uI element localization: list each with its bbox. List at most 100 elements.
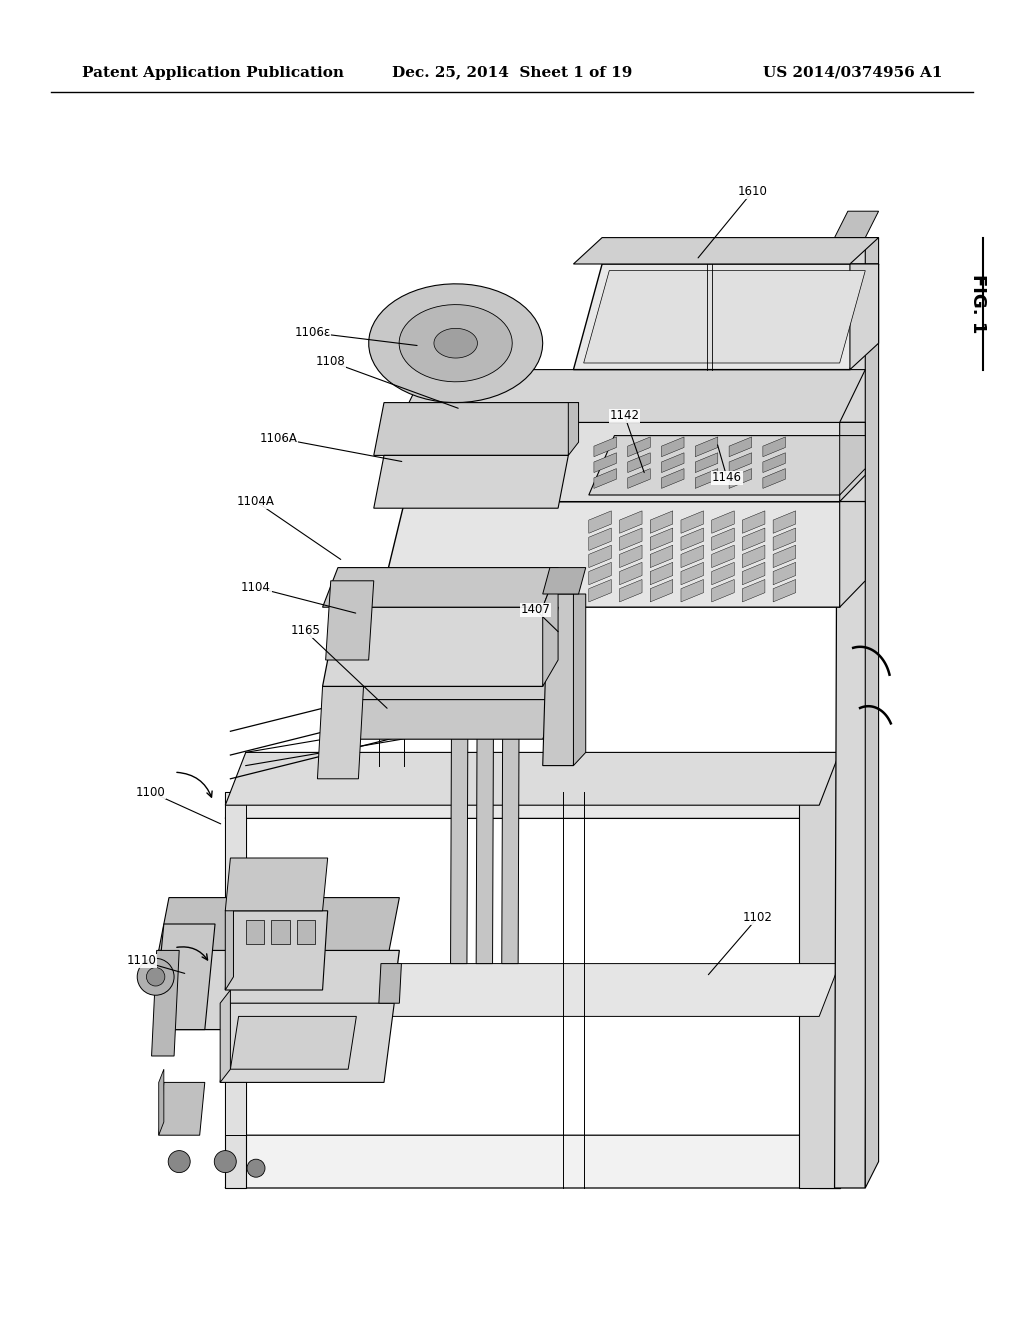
Polygon shape <box>374 403 579 455</box>
Polygon shape <box>379 502 865 607</box>
Polygon shape <box>712 511 734 533</box>
Polygon shape <box>502 422 520 964</box>
Polygon shape <box>225 752 840 805</box>
Text: 1146: 1146 <box>712 471 742 484</box>
Polygon shape <box>729 469 752 488</box>
Polygon shape <box>434 329 477 358</box>
Polygon shape <box>681 562 703 585</box>
Circle shape <box>247 1159 265 1177</box>
Polygon shape <box>369 284 543 403</box>
Polygon shape <box>742 579 765 602</box>
Polygon shape <box>819 766 840 1188</box>
Polygon shape <box>271 920 290 944</box>
Polygon shape <box>159 924 179 1030</box>
Text: Patent Application Publication: Patent Application Publication <box>82 66 344 79</box>
Polygon shape <box>742 545 765 568</box>
Polygon shape <box>729 453 752 473</box>
Polygon shape <box>589 562 611 585</box>
Polygon shape <box>573 594 586 766</box>
Polygon shape <box>399 422 865 502</box>
Polygon shape <box>589 545 611 568</box>
Polygon shape <box>628 437 650 457</box>
Polygon shape <box>620 528 642 550</box>
Polygon shape <box>220 1003 394 1082</box>
Polygon shape <box>773 511 796 533</box>
Polygon shape <box>650 545 673 568</box>
Polygon shape <box>594 453 616 473</box>
Text: 1104A: 1104A <box>238 495 274 508</box>
Polygon shape <box>159 950 399 1030</box>
Polygon shape <box>589 579 611 602</box>
Polygon shape <box>650 511 673 533</box>
Polygon shape <box>681 579 703 602</box>
Polygon shape <box>773 579 796 602</box>
Polygon shape <box>225 792 246 1135</box>
Polygon shape <box>225 1135 840 1188</box>
Polygon shape <box>662 437 684 457</box>
Polygon shape <box>159 1082 205 1135</box>
Polygon shape <box>543 568 586 594</box>
Polygon shape <box>584 271 865 363</box>
Polygon shape <box>159 898 399 950</box>
Polygon shape <box>348 964 840 1016</box>
Polygon shape <box>628 469 650 488</box>
Polygon shape <box>799 752 840 1188</box>
Polygon shape <box>399 305 512 381</box>
Polygon shape <box>729 437 752 457</box>
Polygon shape <box>323 673 558 713</box>
Polygon shape <box>594 437 616 457</box>
Text: Dec. 25, 2014  Sheet 1 of 19: Dec. 25, 2014 Sheet 1 of 19 <box>392 66 632 79</box>
Polygon shape <box>159 1069 164 1135</box>
Polygon shape <box>742 511 765 533</box>
Polygon shape <box>681 511 703 533</box>
Polygon shape <box>323 607 558 686</box>
Polygon shape <box>662 469 684 488</box>
Polygon shape <box>865 238 879 1188</box>
Polygon shape <box>742 528 765 550</box>
Polygon shape <box>246 920 264 944</box>
Polygon shape <box>840 436 865 495</box>
Polygon shape <box>681 528 703 550</box>
Polygon shape <box>589 511 611 533</box>
Polygon shape <box>543 568 558 686</box>
Polygon shape <box>451 422 469 964</box>
Circle shape <box>168 1151 190 1172</box>
Polygon shape <box>297 920 315 944</box>
Polygon shape <box>763 437 785 457</box>
Polygon shape <box>850 264 879 370</box>
Polygon shape <box>662 453 684 473</box>
Polygon shape <box>835 238 868 1188</box>
Polygon shape <box>317 686 364 779</box>
Polygon shape <box>573 238 879 264</box>
Polygon shape <box>399 370 865 422</box>
Circle shape <box>214 1151 237 1172</box>
Polygon shape <box>543 594 579 766</box>
Polygon shape <box>326 581 374 660</box>
Polygon shape <box>650 579 673 602</box>
Text: FIG. 1: FIG. 1 <box>969 275 987 333</box>
Polygon shape <box>835 211 879 238</box>
Polygon shape <box>568 403 579 455</box>
Polygon shape <box>225 898 233 990</box>
Polygon shape <box>840 502 865 607</box>
Circle shape <box>137 958 174 995</box>
Polygon shape <box>620 562 642 585</box>
Polygon shape <box>695 453 718 473</box>
Polygon shape <box>620 511 642 533</box>
Polygon shape <box>620 545 642 568</box>
Polygon shape <box>476 422 495 964</box>
Text: 1110: 1110 <box>126 954 157 968</box>
Polygon shape <box>374 455 568 508</box>
Circle shape <box>146 968 165 986</box>
Polygon shape <box>225 911 328 990</box>
Polygon shape <box>594 469 616 488</box>
Polygon shape <box>152 950 179 1056</box>
Polygon shape <box>628 453 650 473</box>
Text: 1100: 1100 <box>135 785 166 799</box>
Text: 1165: 1165 <box>290 624 321 638</box>
Polygon shape <box>773 562 796 585</box>
Polygon shape <box>712 545 734 568</box>
Polygon shape <box>742 562 765 585</box>
Polygon shape <box>323 700 558 739</box>
Polygon shape <box>840 422 865 502</box>
